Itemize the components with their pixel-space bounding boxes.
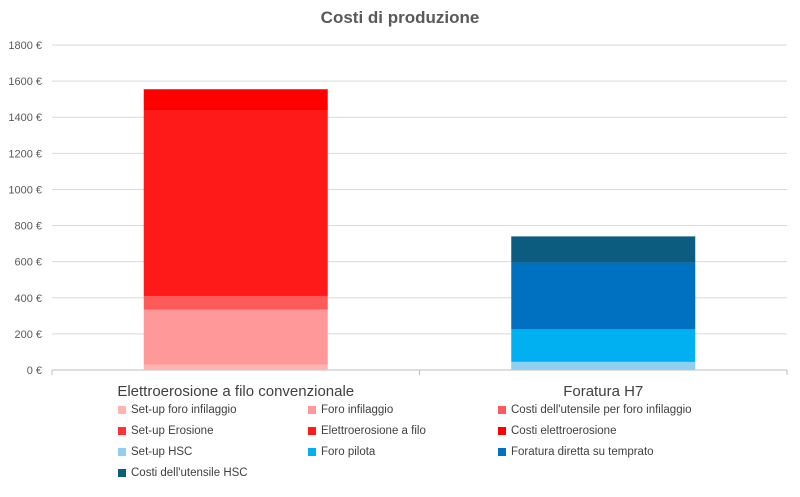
- legend-label: Foro infilaggio: [321, 404, 394, 416]
- y-tick-label: 200 €: [14, 329, 42, 341]
- plot-area: 0 € 200 € 400 € 600 € 800 € 1000 € 1200 € 1400 …: [8, 40, 788, 400]
- bar-segment: [511, 236, 696, 263]
- legend-item: Set-up foro infilaggio: [118, 404, 236, 416]
- bar-segment: [511, 361, 696, 370]
- legend-label: Set-up HSC: [131, 446, 193, 458]
- bar-segment: [143, 89, 328, 110]
- legend-swatch: [308, 448, 316, 456]
- legend-swatch: [118, 448, 126, 456]
- legend-swatch: [118, 406, 126, 414]
- legend-label: Elettroerosione a filo: [321, 425, 426, 437]
- y-tick-label: 1400 €: [8, 112, 42, 124]
- legend-label: Costi dell'utensile HSC: [131, 467, 248, 479]
- bar-segment: [143, 110, 328, 296]
- legend-swatch: [498, 427, 506, 435]
- legend-item: Foro infilaggio: [308, 404, 393, 416]
- bar-segment: [511, 329, 696, 362]
- y-tick-label: 1600 €: [8, 76, 42, 88]
- legend-label: Costi dell'utensile per foro infilaggio: [511, 404, 692, 416]
- legend-label: Set-up Erosione: [131, 425, 214, 437]
- legend-swatch: [308, 427, 316, 435]
- y-tick-label: 800 €: [14, 221, 42, 233]
- y-tick-label: 600 €: [14, 257, 42, 269]
- legend-swatch: [498, 406, 506, 414]
- chart-title: Costi di produzione: [320, 8, 480, 27]
- bar-segment: [143, 364, 328, 370]
- legend-label: Foro pilota: [321, 446, 376, 458]
- legend-swatch: [308, 406, 316, 414]
- legend-item: Set-up Erosione: [118, 425, 213, 437]
- x-category-label: Foratura H7: [563, 383, 643, 400]
- bar-segment: [143, 295, 328, 310]
- legend-label: Foratura diretta su temprato: [511, 446, 654, 458]
- legend-label: Set-up foro infilaggio: [131, 404, 237, 416]
- bar-segment: [143, 309, 328, 365]
- legend-item: Foro pilota: [308, 446, 375, 458]
- y-tick-label: 400 €: [14, 293, 42, 305]
- legend-swatch: [498, 448, 506, 456]
- bar-segment: [511, 262, 696, 330]
- legend-swatch: [118, 427, 126, 435]
- legend-item: Set-up HSC: [118, 446, 192, 458]
- legend-item: Foratura diretta su temprato: [498, 446, 654, 458]
- y-tick-label: 1000 €: [8, 184, 42, 196]
- y-tick-label: 1200 €: [8, 148, 42, 160]
- legend-label: Costi elettroerosione: [511, 425, 617, 437]
- legend-item: Costi dell'utensile per foro infilaggio: [498, 404, 692, 416]
- y-tick-label: 1800 €: [8, 40, 42, 52]
- legend-item: Costi elettroerosione: [498, 425, 616, 437]
- legend-item: Costi dell'utensile HSC: [118, 467, 248, 479]
- x-category-label: Elettroerosione a filo convenzionale: [117, 383, 354, 400]
- legend-swatch: [118, 469, 126, 477]
- y-tick-label: 0 €: [27, 365, 42, 377]
- legend-item: Elettroerosione a filo: [308, 425, 426, 437]
